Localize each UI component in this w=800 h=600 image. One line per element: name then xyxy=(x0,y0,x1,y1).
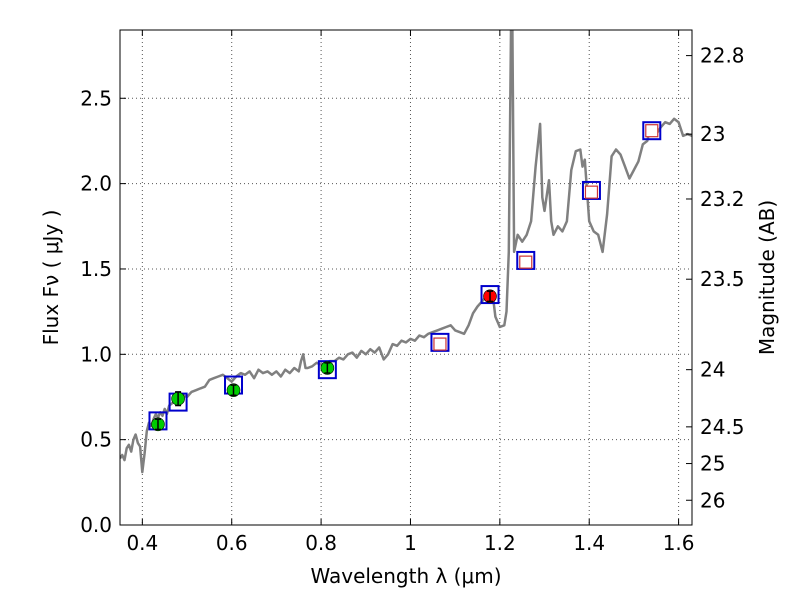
mag-tick-label: 23 xyxy=(700,122,725,146)
grid-lines xyxy=(120,30,692,525)
x-tick-label: 1.2 xyxy=(484,531,516,555)
y-tick-label: 0.5 xyxy=(80,428,112,452)
x-tick-label: 0.8 xyxy=(305,531,337,555)
markers-layer xyxy=(148,121,662,432)
axis-ticks: 0.4 0.6 0.8 1 1.2 1.4 1.6 0.0 0.5 1.0 1.5 2.0 2.5 22.… xyxy=(80,30,745,555)
y-tick-label: 2.5 xyxy=(80,86,112,110)
model-spectrum-layer xyxy=(120,30,692,474)
model-flux-square xyxy=(430,332,450,352)
model-flux-square xyxy=(516,250,536,270)
open-observation-square xyxy=(584,185,599,199)
mag-tick-label: 25 xyxy=(700,452,725,476)
y-tick-label: 1.0 xyxy=(80,342,112,366)
x-tick-label: 0.4 xyxy=(126,531,158,555)
plot-frame xyxy=(119,29,693,526)
mag-tick-label: 24.5 xyxy=(700,415,745,439)
x-tick-label: 1 xyxy=(404,531,417,555)
model-spectrum-line xyxy=(120,30,692,474)
mag-tick-label: 26 xyxy=(700,488,725,512)
y-tick-label: 1.5 xyxy=(80,257,112,281)
mag-tick-label: 24 xyxy=(700,358,725,382)
x-tick-label: 1.4 xyxy=(573,531,605,555)
mag-tick-label: 23.5 xyxy=(700,267,745,291)
y2-axis-label: Magnitude (AB) xyxy=(755,200,779,355)
open-observation-square xyxy=(433,337,447,351)
x-tick-label: 1.6 xyxy=(663,531,695,555)
x-axis-label: Wavelength λ (μm) xyxy=(310,564,501,588)
x-tick-label: 0.6 xyxy=(216,531,248,555)
model-flux-square xyxy=(642,121,662,141)
mag-tick-label: 22.8 xyxy=(700,44,745,68)
open-observation-square xyxy=(519,255,533,269)
y-tick-label: 0.0 xyxy=(80,513,112,537)
y-axis-label: Flux Fν ( μJy ) xyxy=(39,210,63,346)
model-flux-square xyxy=(581,180,601,200)
y-tick-label: 2.0 xyxy=(80,172,112,196)
mag-tick-label: 23.2 xyxy=(700,187,745,211)
open-observation-square xyxy=(645,124,659,138)
